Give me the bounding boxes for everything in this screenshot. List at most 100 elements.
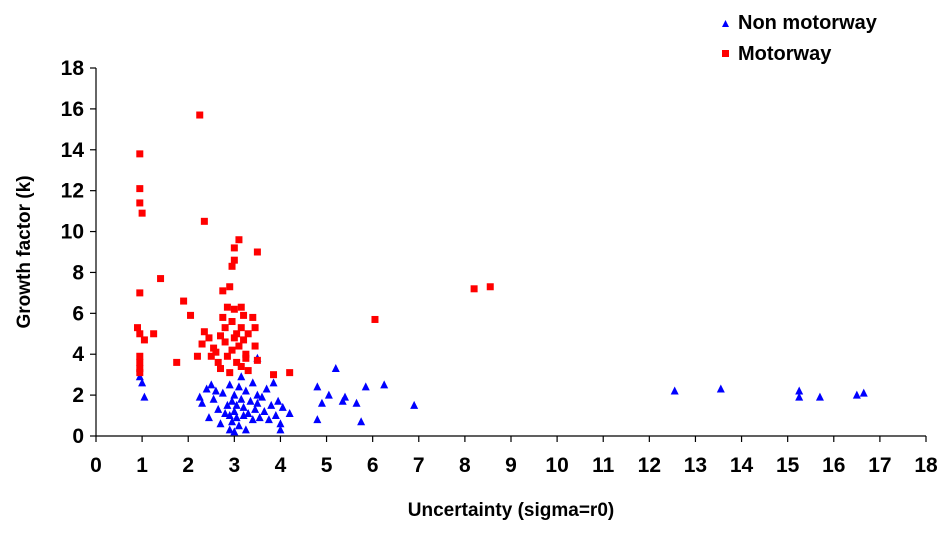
data-point-motorway	[193, 352, 201, 360]
data-point-motorway	[136, 185, 144, 193]
data-points	[134, 111, 868, 436]
data-point-motorway	[244, 330, 252, 338]
data-point-non-motorway	[237, 372, 246, 381]
data-point-motorway	[136, 352, 144, 360]
data-point-non-motorway	[357, 417, 366, 426]
data-point-non-motorway	[140, 392, 149, 401]
y-tick-label: 8	[72, 261, 84, 284]
x-tick-label: 15	[776, 454, 800, 477]
data-point-motorway	[223, 303, 231, 311]
x-tick-label: 3	[228, 454, 240, 477]
y-tick-label: 18	[61, 57, 85, 80]
data-point-motorway	[230, 305, 238, 313]
data-point-non-motorway	[195, 392, 204, 401]
data-point-non-motorway	[225, 411, 234, 420]
data-point-non-motorway	[815, 392, 824, 401]
data-point-non-motorway	[795, 392, 804, 401]
x-tick-label: 5	[321, 454, 333, 477]
data-point-motorway	[180, 297, 188, 305]
data-point-motorway	[217, 365, 224, 373]
data-point-motorway	[226, 283, 234, 291]
data-point-motorway	[138, 209, 146, 217]
data-point-non-motorway	[253, 398, 262, 407]
data-point-motorway	[221, 324, 229, 332]
y-tick-label: 12	[61, 180, 84, 203]
data-point-non-motorway	[361, 382, 370, 391]
x-tick-label: 12	[638, 454, 661, 477]
data-point-non-motorway	[248, 415, 257, 424]
x-axis-title: Uncertainty (sigma=r0)	[408, 500, 614, 521]
data-point-non-motorway	[239, 402, 248, 411]
data-point-non-motorway	[716, 384, 725, 393]
data-point-non-motorway	[260, 406, 269, 415]
data-point-motorway	[136, 289, 144, 297]
data-point-non-motorway	[234, 421, 243, 430]
data-point-motorway	[253, 356, 261, 364]
data-point-non-motorway	[264, 415, 273, 424]
x-tick-label: 17	[868, 454, 891, 477]
x-tick-label: 7	[413, 454, 425, 477]
data-point-motorway	[470, 285, 478, 293]
data-point-motorway	[233, 330, 241, 338]
data-point-non-motorway	[313, 415, 322, 424]
data-point-non-motorway	[241, 425, 250, 434]
data-point-motorway	[244, 367, 252, 375]
data-point-non-motorway	[317, 398, 326, 407]
data-point-motorway	[226, 369, 234, 377]
data-point-non-motorway	[338, 396, 347, 405]
data-point-motorway	[253, 248, 261, 256]
data-point-non-motorway	[313, 382, 322, 391]
data-point-motorway	[157, 275, 165, 283]
data-point-motorway	[237, 303, 245, 311]
data-point-non-motorway	[255, 413, 264, 422]
data-point-non-motorway	[380, 380, 389, 389]
data-point-motorway	[228, 346, 236, 354]
data-point-motorway	[237, 362, 245, 370]
data-point-motorway	[371, 315, 379, 323]
x-tick-label: 1	[136, 454, 148, 477]
data-point-motorway	[235, 342, 243, 350]
data-point-non-motorway	[228, 417, 237, 426]
data-point-motorway	[230, 244, 238, 252]
y-tick-label: 6	[72, 302, 84, 325]
data-point-motorway	[136, 358, 144, 366]
data-point-non-motorway	[276, 419, 285, 428]
data-point-non-motorway	[352, 398, 361, 407]
data-point-non-motorway	[244, 409, 253, 418]
y-tick-label: 0	[72, 425, 84, 448]
data-point-non-motorway	[209, 394, 218, 403]
data-point-non-motorway	[225, 380, 234, 389]
data-point-non-motorway	[285, 409, 294, 418]
x-tick-label: 6	[367, 454, 379, 477]
data-point-non-motorway	[135, 372, 144, 381]
data-point-non-motorway	[324, 390, 333, 399]
data-point-non-motorway	[202, 384, 211, 393]
y-ticks: 0 2 4 6 8 10 12 14 16 18	[61, 57, 96, 448]
data-point-motorway	[136, 150, 144, 158]
data-point-motorway	[219, 287, 227, 295]
data-point-non-motorway	[234, 382, 243, 391]
data-point-motorway	[214, 358, 222, 366]
data-point-non-motorway	[232, 413, 241, 422]
data-point-non-motorway	[795, 386, 804, 395]
data-point-motorway	[140, 336, 148, 344]
data-point-non-motorway	[670, 386, 679, 395]
data-point-motorway	[136, 365, 144, 373]
data-point-non-motorway	[138, 378, 147, 387]
data-point-motorway	[207, 352, 215, 360]
data-point-motorway	[217, 332, 224, 340]
y-tick-label: 10	[61, 221, 84, 244]
y-tick-label: 16	[61, 98, 84, 121]
data-point-motorway	[198, 340, 206, 348]
data-point-non-motorway	[262, 384, 271, 393]
x-tick-label: 9	[505, 454, 517, 477]
data-point-non-motorway	[214, 404, 223, 413]
data-point-non-motorway	[237, 394, 246, 403]
data-point-non-motorway	[258, 392, 266, 401]
data-point-motorway	[233, 358, 241, 366]
x-tick-label: 0	[90, 454, 102, 477]
data-point-non-motorway	[852, 390, 861, 399]
x-tick-label: 10	[545, 454, 568, 477]
data-point-non-motorway	[216, 419, 225, 428]
